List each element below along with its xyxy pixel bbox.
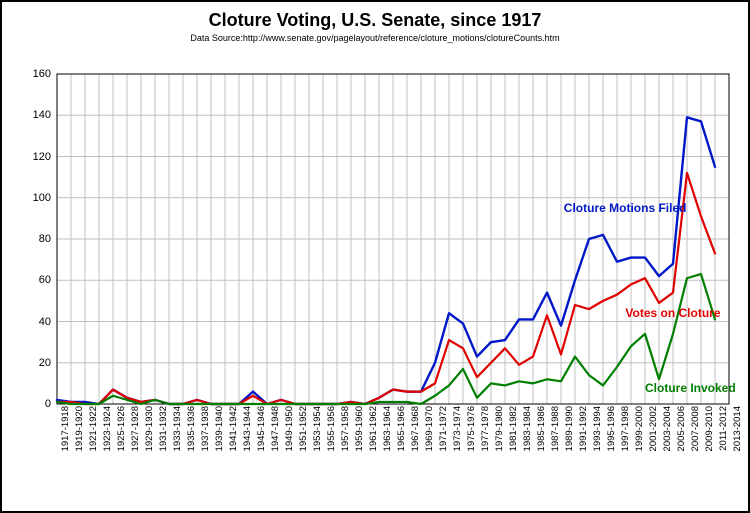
x-tick: 1937-1938 bbox=[200, 406, 211, 451]
chart-frame: Cloture Voting, U.S. Senate, since 1917 … bbox=[0, 0, 750, 513]
y-tick: 100 bbox=[17, 192, 51, 204]
y-tick: 160 bbox=[17, 68, 51, 80]
x-tick: 1981-1982 bbox=[508, 406, 519, 451]
x-tick: 1939-1940 bbox=[214, 406, 225, 451]
y-tick: 140 bbox=[17, 109, 51, 121]
series-label-motions-filed: Cloture Motions Filed bbox=[564, 201, 687, 215]
x-tick: 1969-1970 bbox=[424, 406, 435, 451]
x-tick: 1989-1990 bbox=[564, 406, 575, 451]
x-tick: 1991-1992 bbox=[578, 406, 589, 451]
x-tick: 1959-1960 bbox=[354, 406, 365, 451]
x-tick: 1941-1942 bbox=[228, 406, 239, 451]
x-tick: 1995-1996 bbox=[606, 406, 617, 451]
x-tick: 1947-1948 bbox=[270, 406, 281, 451]
x-tick: 1919-1920 bbox=[74, 406, 85, 451]
x-tick: 1975-1976 bbox=[466, 406, 477, 451]
x-tick: 1953-1954 bbox=[312, 406, 323, 451]
x-tick: 1979-1980 bbox=[494, 406, 505, 451]
x-tick: 1943-1944 bbox=[242, 406, 253, 451]
x-tick: 2007-2008 bbox=[690, 406, 701, 451]
y-tick: 120 bbox=[17, 151, 51, 163]
x-tick: 1997-1998 bbox=[620, 406, 631, 451]
x-tick: 1999-2000 bbox=[634, 406, 645, 451]
x-tick: 1957-1958 bbox=[340, 406, 351, 451]
y-tick: 60 bbox=[17, 274, 51, 286]
x-tick: 2003-2004 bbox=[662, 406, 673, 451]
x-tick: 1921-1922 bbox=[88, 406, 99, 451]
x-tick: 1993-1994 bbox=[592, 406, 603, 451]
y-tick: 0 bbox=[17, 398, 51, 410]
x-tick: 2013-2014 bbox=[732, 406, 743, 451]
y-tick: 80 bbox=[17, 233, 51, 245]
x-tick: 1933-1934 bbox=[172, 406, 183, 451]
x-tick: 1983-1984 bbox=[522, 406, 533, 451]
x-tick: 1929-1930 bbox=[144, 406, 155, 451]
x-tick: 1949-1950 bbox=[284, 406, 295, 451]
series-label-cloture-invoked: Cloture Invoked bbox=[645, 381, 736, 395]
x-tick: 1925-1926 bbox=[116, 406, 127, 451]
y-tick: 20 bbox=[17, 357, 51, 369]
chart-subtitle: Data Source:http://www.senate.gov/pagela… bbox=[2, 33, 748, 43]
x-tick: 1923-1924 bbox=[102, 406, 113, 451]
x-tick: 1927-1928 bbox=[130, 406, 141, 451]
x-tick: 1963-1964 bbox=[382, 406, 393, 451]
x-tick: 2009-2010 bbox=[704, 406, 715, 451]
x-tick: 1987-1988 bbox=[550, 406, 561, 451]
chart-area: 020406080100120140160 1917-19181919-1920… bbox=[57, 74, 729, 404]
x-tick: 1973-1974 bbox=[452, 406, 463, 451]
x-tick: 1951-1952 bbox=[298, 406, 309, 451]
x-tick: 1977-1978 bbox=[480, 406, 491, 451]
x-tick: 2001-2002 bbox=[648, 406, 659, 451]
x-tick: 1985-1986 bbox=[536, 406, 547, 451]
y-tick: 40 bbox=[17, 316, 51, 328]
x-tick: 1931-1932 bbox=[158, 406, 169, 451]
series-label-votes-on-cloture: Votes on Cloture bbox=[625, 306, 720, 320]
x-tick: 2005-2006 bbox=[676, 406, 687, 451]
x-tick: 1971-1972 bbox=[438, 406, 449, 451]
x-tick: 1961-1962 bbox=[368, 406, 379, 451]
x-tick: 2011-2012 bbox=[718, 406, 729, 451]
x-tick: 1917-1918 bbox=[60, 406, 71, 451]
x-tick: 1935-1936 bbox=[186, 406, 197, 451]
x-tick: 1945-1946 bbox=[256, 406, 267, 451]
chart-title: Cloture Voting, U.S. Senate, since 1917 bbox=[2, 10, 748, 31]
x-tick: 1965-1966 bbox=[396, 406, 407, 451]
plot-svg bbox=[57, 74, 729, 404]
x-tick: 1967-1968 bbox=[410, 406, 421, 451]
x-tick: 1955-1956 bbox=[326, 406, 337, 451]
